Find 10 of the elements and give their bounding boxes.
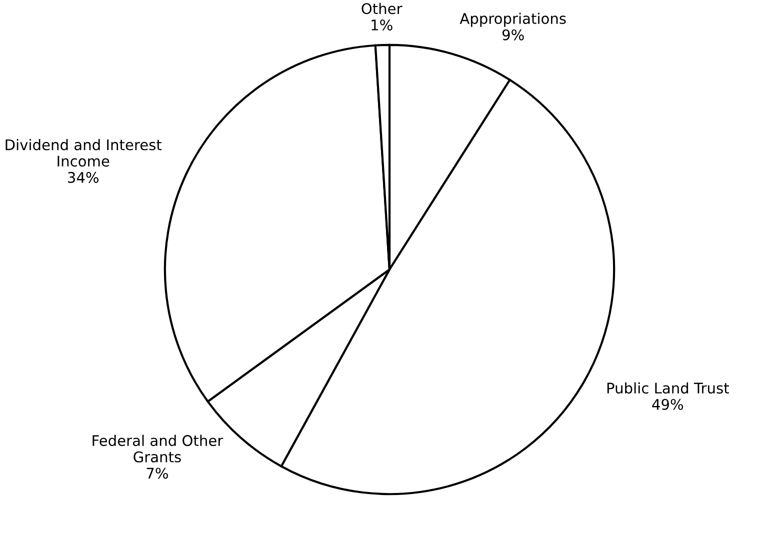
slice-label: Dividend and Interest Income [6,139,162,167]
slice-label: Appropriations [460,12,566,27]
slice-label: Federal and Other Grants [92,434,224,462]
data-label: 7% [146,468,168,479]
slice-label: Other [362,2,402,14]
data-label: 34% [68,172,99,183]
data-label: 9% [502,29,524,40]
data-label: 49% [652,398,684,410]
data-label: 1% [372,19,392,30]
slice-label: Public Land Trust [607,382,729,394]
